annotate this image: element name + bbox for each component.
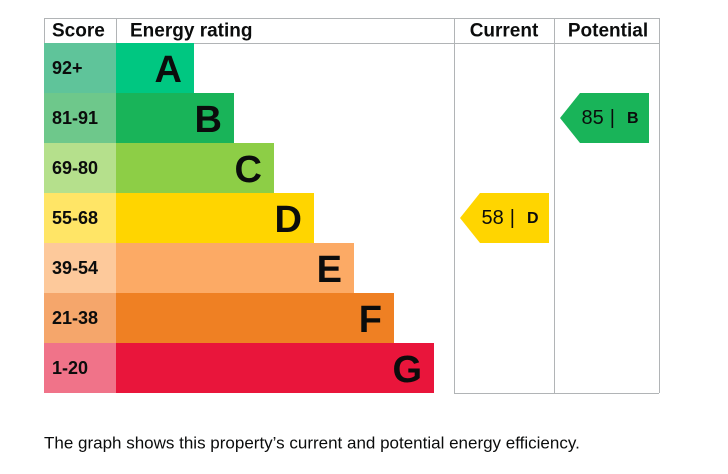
- rating-bar: [116, 143, 274, 193]
- rating-letter: E: [317, 249, 342, 291]
- rating-bar: [116, 293, 394, 343]
- score-label: 81-91: [52, 108, 98, 128]
- potential-arrow: [560, 93, 649, 143]
- score-cell: [44, 193, 116, 243]
- separator: |: [610, 107, 615, 129]
- score-cell: [44, 343, 116, 393]
- current-label: 58 | D: [481, 207, 538, 229]
- score-label: 39-54: [52, 258, 98, 278]
- score-cell: [44, 93, 116, 143]
- rating-letter: D: [275, 199, 302, 241]
- score-cell: [44, 43, 116, 93]
- header-current: Current: [470, 21, 539, 42]
- rating-letter: C: [235, 149, 262, 191]
- score-label: 21-38: [52, 308, 98, 328]
- rating-bar: [116, 343, 434, 393]
- current-arrow: [460, 193, 549, 243]
- rating-letter: A: [155, 49, 182, 91]
- rating-letter: F: [359, 299, 382, 341]
- header-potential: Potential: [568, 21, 648, 42]
- caption: The graph shows this property’s current …: [44, 434, 580, 453]
- score-label: 69-80: [52, 158, 98, 178]
- rating-letter: B: [195, 99, 222, 141]
- current-value: 58: [481, 207, 503, 229]
- header-rating: Energy rating: [130, 21, 252, 42]
- potential-value: 85: [581, 107, 603, 129]
- score-cell: [44, 143, 116, 193]
- potential-rating: B: [627, 110, 639, 127]
- header-score: Score: [52, 21, 105, 42]
- rating-letter: G: [392, 349, 422, 391]
- potential-label: 85 | B: [581, 107, 638, 129]
- score-label: 55-68: [52, 208, 98, 228]
- score-label: 1-20: [52, 358, 88, 378]
- rating-bar: [116, 243, 354, 293]
- score-cell: [44, 243, 116, 293]
- score-cell: [44, 293, 116, 343]
- rating-bar: [116, 43, 194, 93]
- separator: |: [510, 207, 515, 229]
- rating-bar: [116, 93, 234, 143]
- current-rating: D: [527, 210, 539, 227]
- score-label: 92+: [52, 58, 83, 78]
- rating-bar: [116, 193, 314, 243]
